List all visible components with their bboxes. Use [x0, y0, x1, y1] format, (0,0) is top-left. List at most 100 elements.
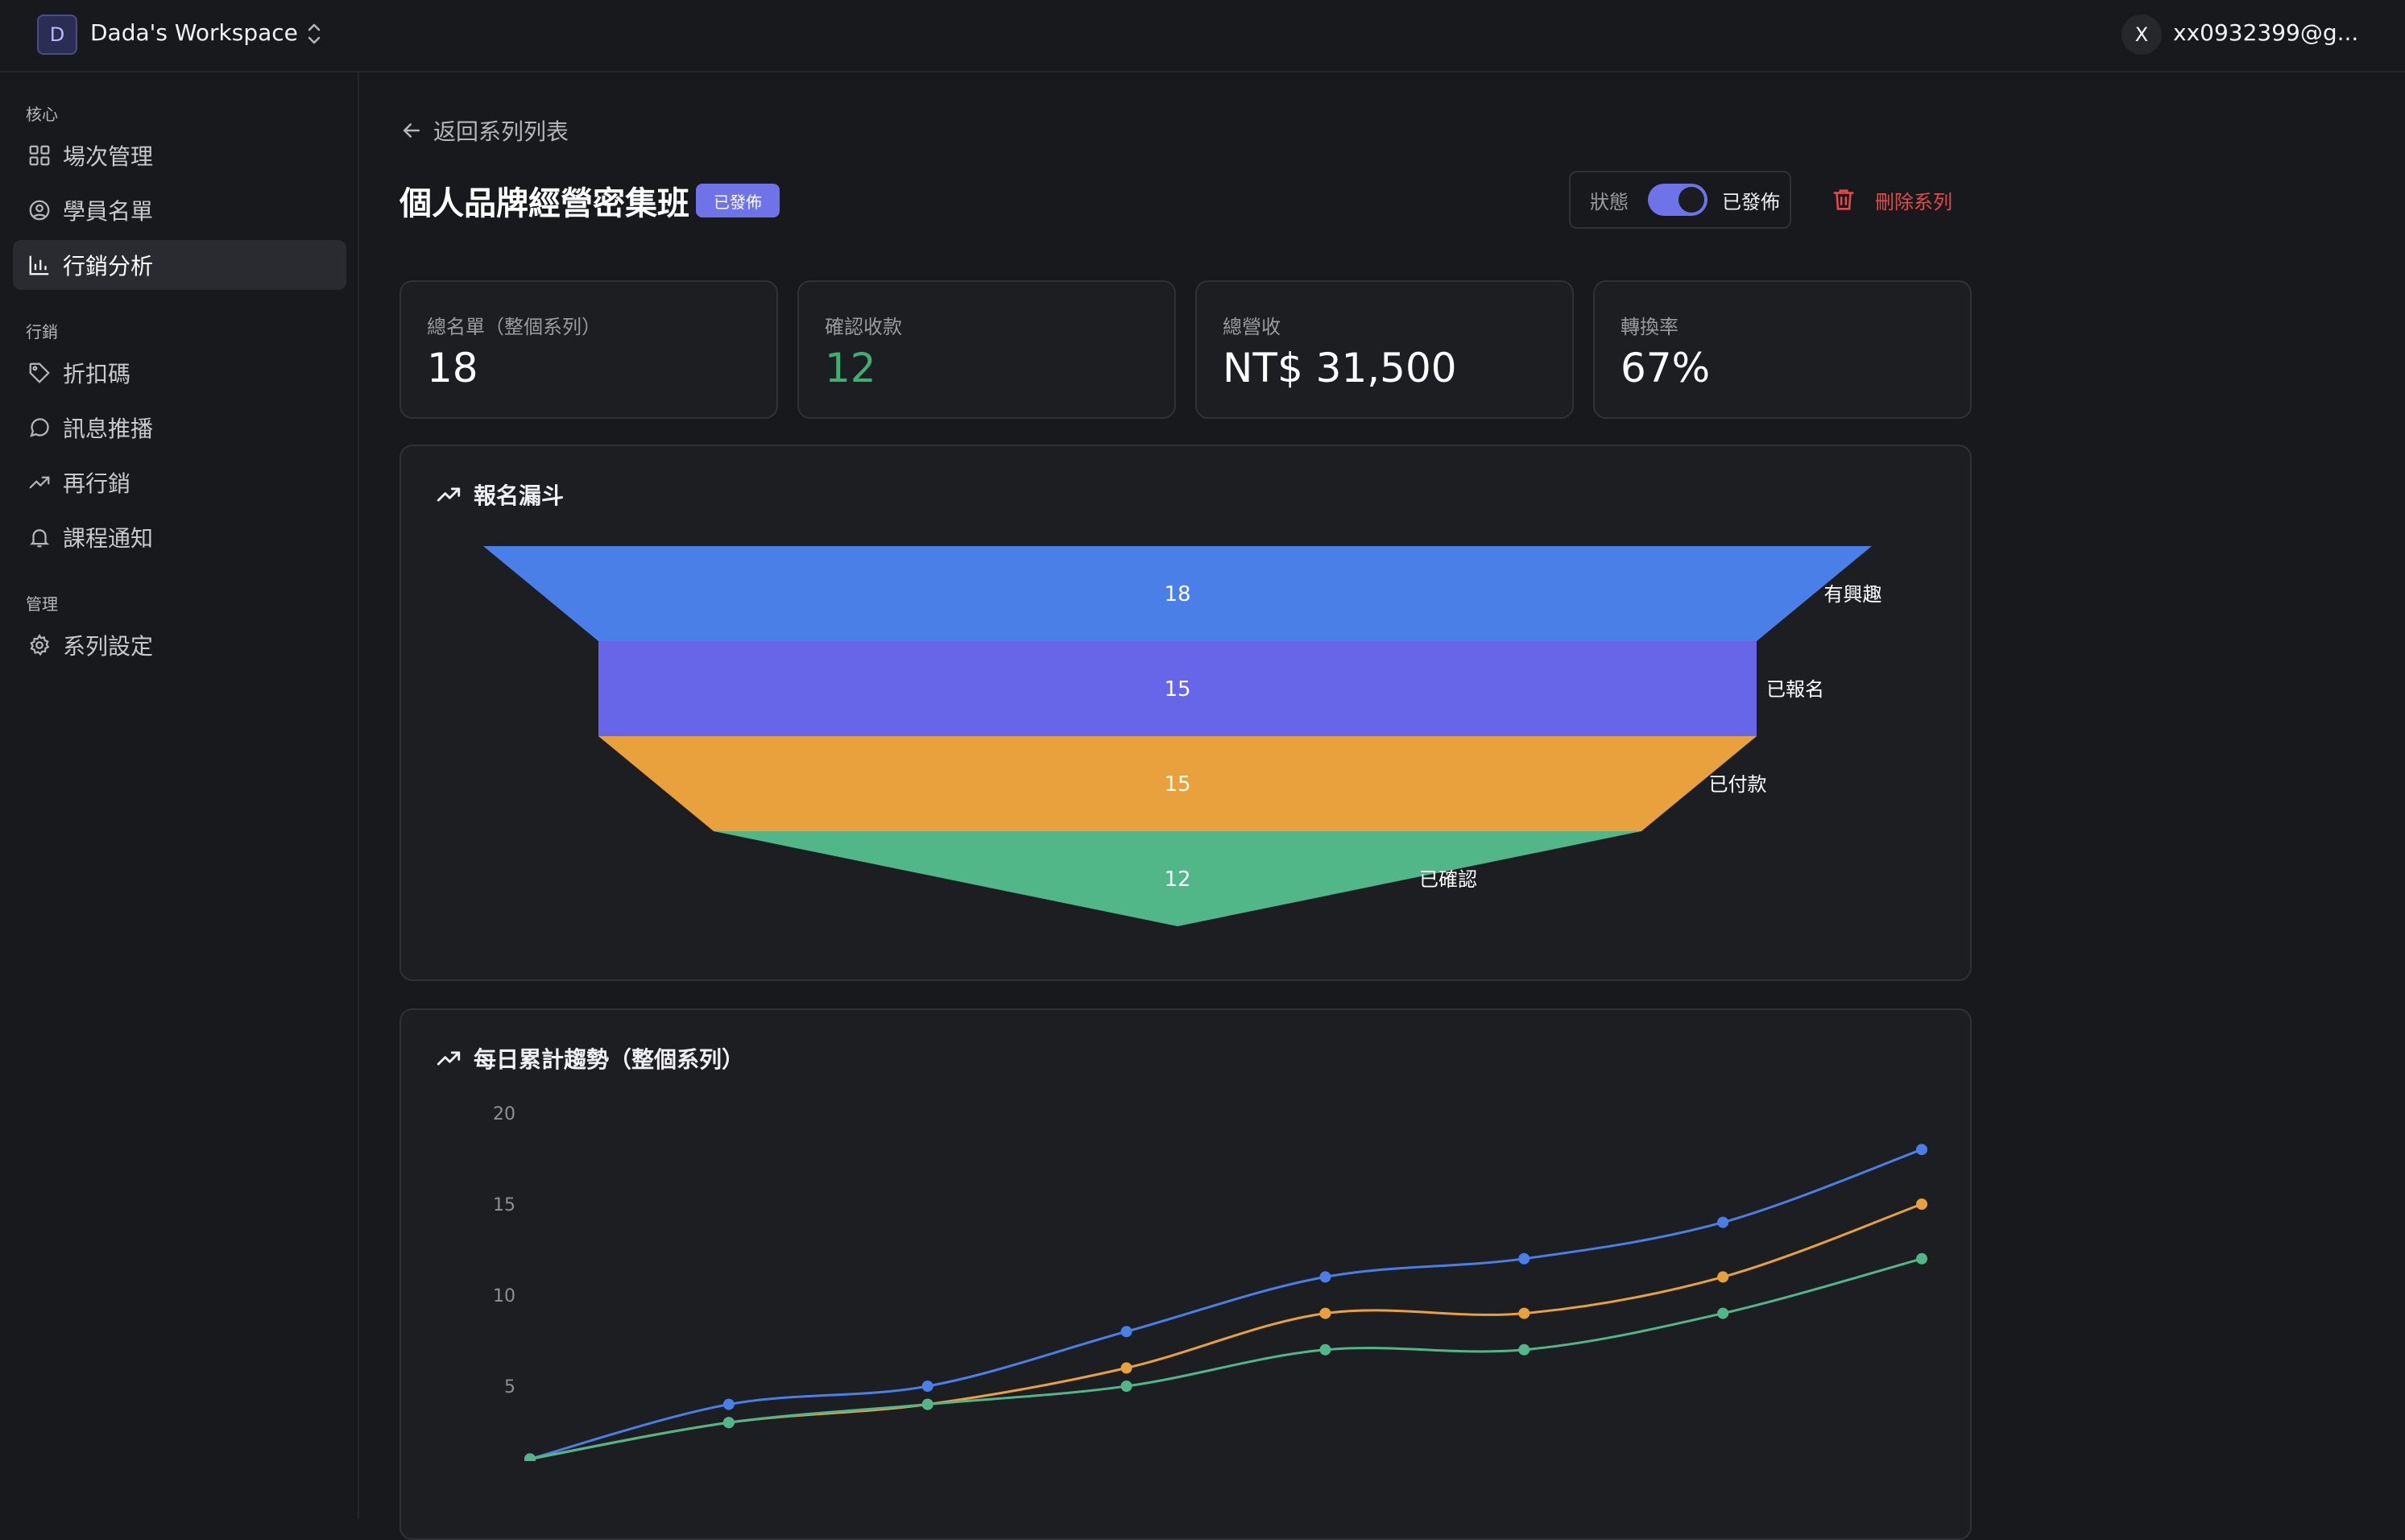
funnel-stage [598, 736, 1757, 831]
funnel-panel-title: 報名漏斗 [435, 478, 564, 511]
series-point [1120, 1326, 1132, 1338]
gear-icon [30, 633, 50, 656]
series-point [1916, 1144, 1927, 1156]
toggle-knob [1679, 187, 1704, 213]
user-avatar[interactable]: X [2121, 14, 2162, 55]
funnel-panel: 報名漏斗 18 有興趣 15 已報名 15 已付款 12 已確認 [399, 445, 1972, 981]
sidebar-item-label: 行銷分析 [63, 253, 154, 279]
stat-value: NT$ 31,500 [1223, 345, 1457, 391]
funnel-stage-label: 已確認 [1419, 868, 1477, 891]
page-title: 個人品牌經營密集班 [399, 185, 689, 222]
series-point [1518, 1343, 1530, 1356]
grid-icon [29, 145, 50, 166]
bell-icon [29, 529, 50, 548]
trending-up-icon [29, 476, 50, 489]
back-link-label: 返回系列列表 [433, 118, 569, 145]
trend-panel: 每日累計趨勢（整個系列） 051015205/135/145/155/165/1… [399, 1008, 1972, 1540]
series-point [722, 1398, 735, 1410]
series-point [1916, 1198, 1927, 1210]
series-line [529, 1257, 1923, 1460]
chevron-up-down-icon[interactable] [304, 18, 324, 50]
trend-title-label: 每日累計趨勢（整個系列） [474, 1046, 745, 1073]
delete-series-button[interactable]: 刪除系列 [1830, 177, 1952, 222]
series-point [1319, 1271, 1331, 1283]
sidebar-item-remarketing[interactable]: 再行銷 [13, 457, 346, 507]
series-point [1120, 1381, 1132, 1392]
sidebar-item-label: 訊息推播 [63, 416, 154, 442]
stat-card-confirmed-payments: 確認收款 12 [797, 280, 1176, 419]
y-tick-label: 10 [493, 1286, 515, 1306]
funnel-value-label: 12 [1164, 867, 1190, 892]
funnel-stage [598, 641, 1757, 736]
y-tick-label: 5 [504, 1377, 515, 1397]
series-point [1319, 1343, 1331, 1356]
stat-label: 確認收款 [825, 316, 902, 338]
status-badge: 已發佈 [696, 184, 780, 217]
series-point [1518, 1307, 1530, 1319]
stat-value: 12 [825, 345, 876, 391]
sidebar-item-label: 系列設定 [63, 633, 154, 660]
delete-series-label: 刪除系列 [1875, 190, 1952, 213]
message-icon [30, 418, 49, 437]
sidebar-item-course-notifications[interactable]: 課程通知 [13, 512, 346, 562]
series-point [1717, 1216, 1729, 1228]
y-tick-label: 20 [493, 1104, 515, 1124]
funnel-chart: 18 有興趣 15 已報名 15 已付款 12 已確認 [483, 546, 1882, 926]
funnel-value-label: 18 [1164, 582, 1190, 606]
sidebar-item-sessions[interactable]: 場次管理 [13, 130, 346, 180]
y-tick-label: 15 [493, 1195, 515, 1215]
sidebar-item-label: 學員名單 [63, 198, 154, 225]
sidebar-item-marketing-analytics[interactable]: 行銷分析 [13, 240, 346, 290]
sidebar-section-admin: 管理 [26, 594, 58, 614]
sidebar-item-label: 折扣碼 [63, 361, 131, 387]
back-to-series-list-link[interactable]: 返回系列列表 [399, 114, 569, 147]
status-control: 狀態 已發佈 [1569, 171, 1791, 229]
series-line [529, 1148, 1923, 1460]
publish-toggle[interactable] [1648, 184, 1708, 216]
series-point [1717, 1271, 1729, 1283]
funnel-value-label: 15 [1164, 772, 1190, 797]
user-email[interactable]: xx0932399@g... [2173, 19, 2359, 46]
stat-value: 67% [1621, 345, 1711, 391]
series-point [1717, 1307, 1729, 1319]
funnel-value-label: 15 [1164, 677, 1190, 702]
stat-value: 18 [427, 345, 478, 391]
main-content: 返回系列列表 個人品牌經營密集班 已發佈 狀態 已發佈 刪除系列 總名單（整個系… [359, 72, 2405, 1540]
sidebar-item-discount-codes[interactable]: 折扣碼 [13, 348, 346, 398]
funnel-stage-label: 已報名 [1766, 678, 1824, 701]
workspace-name[interactable]: Dada's Workspace [90, 19, 298, 46]
stat-label: 總營收 [1223, 316, 1281, 338]
sidebar-item-students[interactable]: 學員名單 [13, 185, 346, 235]
funnel-stage [714, 831, 1641, 926]
sidebar-item-message-push[interactable]: 訊息推播 [13, 403, 346, 453]
stat-label: 總名單（整個系列） [427, 316, 601, 338]
status-label: 狀態 [1590, 190, 1629, 213]
top-bar: D Dada's Workspace X xx0932399@g... [0, 0, 2405, 72]
arrow-left-icon [404, 123, 420, 138]
funnel-title-label: 報名漏斗 [474, 482, 565, 509]
bar-chart-icon [29, 255, 49, 275]
trash-icon [1833, 189, 1854, 210]
sidebar-section-core: 核心 [26, 105, 58, 124]
funnel-stage-label: 有興趣 [1824, 583, 1882, 606]
series-point [1518, 1252, 1530, 1265]
sidebar-item-label: 再行銷 [63, 470, 131, 497]
stat-label: 轉換率 [1621, 316, 1679, 338]
series-point [1120, 1362, 1132, 1374]
series-point [921, 1381, 933, 1392]
stat-card-total-revenue: 總營收 NT$ 31,500 [1195, 280, 1574, 419]
series-point [1319, 1307, 1331, 1319]
workspace-avatar[interactable]: D [37, 14, 77, 55]
sidebar-item-series-settings[interactable]: 系列設定 [13, 620, 346, 670]
funnel-stage-label: 已付款 [1709, 773, 1767, 796]
trending-up-icon [437, 1051, 461, 1066]
sidebar-section-marketing: 行銷 [26, 322, 58, 342]
stat-card-conversion-rate: 轉換率 67% [1593, 280, 1972, 419]
sidebar-item-label: 場次管理 [63, 143, 154, 170]
user-circle-icon [29, 200, 50, 221]
stat-card-total-leads: 總名單（整個系列） 18 [399, 280, 778, 419]
series-point [921, 1398, 933, 1410]
status-value: 已發佈 [1722, 190, 1780, 213]
trend-panel-title: 每日累計趨勢（整個系列） [435, 1042, 744, 1074]
series-point [1916, 1252, 1927, 1265]
